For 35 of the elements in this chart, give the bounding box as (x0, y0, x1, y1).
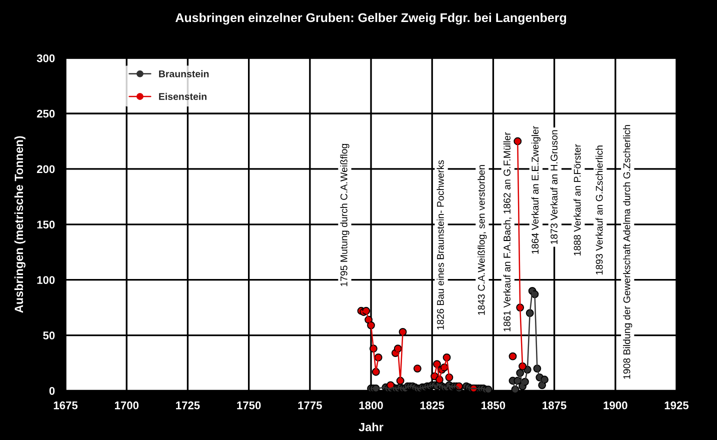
y-tick-label: 150 (37, 220, 55, 229)
annotation: 1908 Bildung der Gewerkschaft Adelma durch G.Zscherlich (623, 125, 632, 379)
annotation: 1888 Verkauf an P.Förster (574, 144, 581, 256)
x-tick-label: 1900 (604, 401, 628, 410)
annotation: 1826 Bau eines Braunstein- Pochwerks (436, 160, 444, 330)
point (508, 352, 517, 360)
y-tick-label: 50 (43, 332, 55, 340)
x-tick-label: 1850 (482, 401, 506, 410)
annotation: 1843 C.A.Weißflog, sen verstorben (478, 165, 487, 315)
point (413, 364, 422, 372)
annotation: 1861 Verkauf an F.A.Bach, 1862 an G.F.Müller (503, 132, 512, 332)
y-tick-label: 200 (36, 165, 55, 174)
x-tick-label: 1925 (664, 401, 689, 410)
x-tick-label: 1775 (298, 402, 322, 410)
point (518, 362, 526, 370)
x-tick-label: 1825 (420, 401, 444, 410)
legend-label: Braunstein (159, 70, 209, 78)
x-tick-label: 1725 (176, 401, 200, 410)
y-tick-label: 300 (36, 54, 55, 62)
x-tick-label: 1800 (359, 401, 383, 410)
x-tick-label: 1875 (542, 401, 566, 410)
y-tick-label: 0 (49, 386, 55, 395)
y-axis-title: Ausbringen (metrische Tonnen) (14, 136, 26, 313)
annotation: 1864 Verkauf an E.E.Zweigler (531, 126, 540, 254)
annotation: 1795 Mutung durch C.A.Weißflog (340, 144, 350, 286)
x-tick-label: 1750 (237, 401, 261, 410)
x-tick-label: 1675 (54, 401, 78, 410)
chart-title: Ausbringen einzelner Gruben: Gelber Zweig Fdgr. bei Langenberg (175, 12, 566, 25)
y-tick-label: 250 (36, 110, 55, 118)
annotation: 1893 Verkauf an G.Zschierlich (596, 146, 603, 274)
x-axis-title: Jahr (358, 422, 384, 432)
legend-label: Eisenstein (159, 92, 206, 100)
annotation: 1873 Verkauf an H.Gruson (550, 130, 558, 244)
y-tick-label: 100 (37, 276, 55, 284)
x-tick-label: 1700 (114, 401, 139, 410)
